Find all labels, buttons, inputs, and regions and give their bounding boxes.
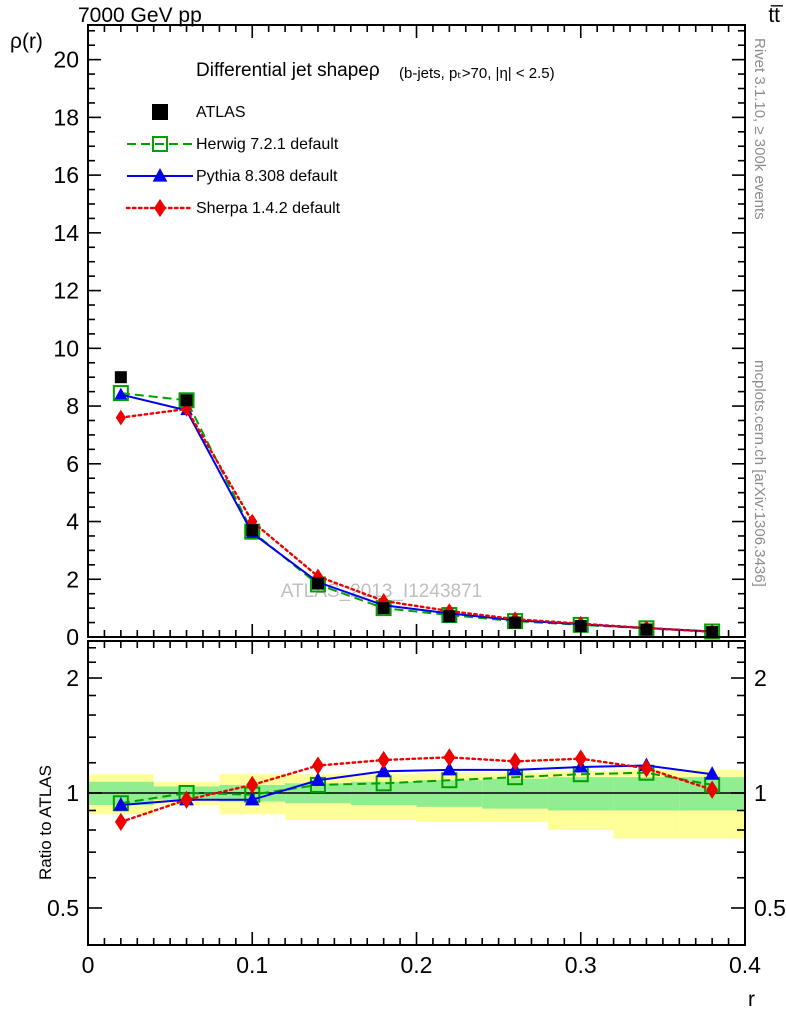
ratio-band-inner	[547, 777, 614, 811]
rivet-version-label: Rivet 3.1.10, ≥ 300k events	[751, 38, 768, 220]
xtick-label: 0	[82, 952, 95, 978]
marker-triangle-filled	[442, 761, 457, 776]
marker-triangle-filled	[310, 772, 326, 786]
mcplots-source-label: mcplots.cern.ch [arXiv:1306.3436]	[751, 360, 768, 587]
marker-diamond-filled	[443, 748, 456, 767]
legend-label-pythia: Pythia 8.308 default	[196, 168, 338, 185]
sherpa-main-line	[119, 407, 714, 634]
main-ytick-label: 8	[66, 393, 79, 419]
ratio-ytick-label: 2	[66, 665, 79, 691]
plot-title: Differential jet shapeρ	[196, 60, 380, 81]
xtick-label: 0.2	[401, 952, 433, 978]
xtick-label: 0.3	[565, 952, 597, 978]
marker-square-filled	[246, 524, 259, 537]
main-ytick-label: 14	[53, 220, 79, 246]
legend-label-herwig: Herwig 7.2.1 default	[196, 136, 339, 153]
marker-diamond-filled	[509, 752, 521, 771]
marker-square-filled	[180, 394, 193, 407]
marker-triangle-filled	[113, 796, 129, 811]
ratio-ytick-label-right: 1	[754, 780, 767, 806]
ratio-ytick-label-right: 0.5	[754, 895, 786, 921]
ratio-ytick-label: 1	[66, 780, 79, 806]
marker-diamond-filled	[154, 198, 166, 218]
marker-triangle-filled	[704, 766, 720, 780]
xtick-label: 0.4	[729, 952, 761, 978]
pythia-ratio-line	[120, 764, 713, 807]
legend-label-sherpa: Sherpa 1.4.2 default	[196, 200, 341, 217]
marker-triangle-filled	[114, 387, 128, 400]
ratio-ylabel: Ratio to ATLAS	[36, 765, 55, 880]
legend-label-atlas: ATLAS	[196, 104, 246, 121]
header-process-label: tt̅	[768, 4, 780, 27]
main-panel-frame	[87, 24, 746, 638]
main-ytick-label: 12	[53, 278, 79, 304]
marker-triangle-filled	[376, 763, 391, 777]
marker-square-open	[152, 136, 168, 152]
plot-subtitle: (b-jets, pₜ>70, |η| < 2.5)	[399, 65, 555, 82]
marker-square-filled	[640, 623, 653, 636]
main-ytick-label: 6	[66, 451, 79, 477]
marker-square-filled	[114, 371, 127, 384]
marker-diamond-filled	[115, 409, 126, 426]
ratio-band-inner	[613, 777, 680, 811]
main-ytick-label: 20	[53, 47, 79, 73]
main-ytick-label: 10	[53, 335, 79, 361]
header-beam-label: 7000 GeV pp	[78, 4, 202, 27]
marker-square-filled	[377, 602, 390, 615]
marker-square-filled	[311, 577, 324, 590]
sherpa-ratio-line	[119, 756, 714, 824]
marker-diamond-filled	[574, 749, 587, 768]
marker-diamond-filled	[377, 750, 390, 770]
marker-square-filled	[443, 610, 456, 623]
marker-square-filled	[152, 104, 168, 120]
xtick-label: 0.1	[236, 952, 268, 978]
marker-triangle-filled	[244, 791, 260, 806]
main-ytick-label: 16	[53, 162, 79, 188]
marker-diamond-filled	[706, 780, 719, 799]
main-ytick-label: 2	[66, 566, 79, 592]
marker-diamond-filled	[640, 759, 653, 778]
herwig-main-line	[120, 392, 713, 633]
main-ylabel: ρ(r)	[10, 30, 43, 53]
marker-diamond-filled	[180, 790, 193, 809]
main-ytick-label: 0	[66, 624, 79, 650]
main-ytick-label: 18	[53, 104, 79, 130]
marker-square-open	[112, 385, 129, 402]
xaxis-label: r	[748, 988, 755, 1011]
marker-square-filled	[509, 616, 522, 629]
marker-triangle-filled	[152, 167, 168, 182]
marker-diamond-filled	[246, 775, 259, 795]
marker-diamond-filled	[312, 756, 324, 775]
herwig-ratio-line	[120, 771, 713, 805]
ratio-ytick-label-right: 2	[754, 665, 767, 691]
marker-diamond-filled	[114, 812, 127, 832]
ratio-ytick-label: 0.5	[47, 895, 79, 921]
main-ytick-label: 4	[66, 509, 79, 535]
